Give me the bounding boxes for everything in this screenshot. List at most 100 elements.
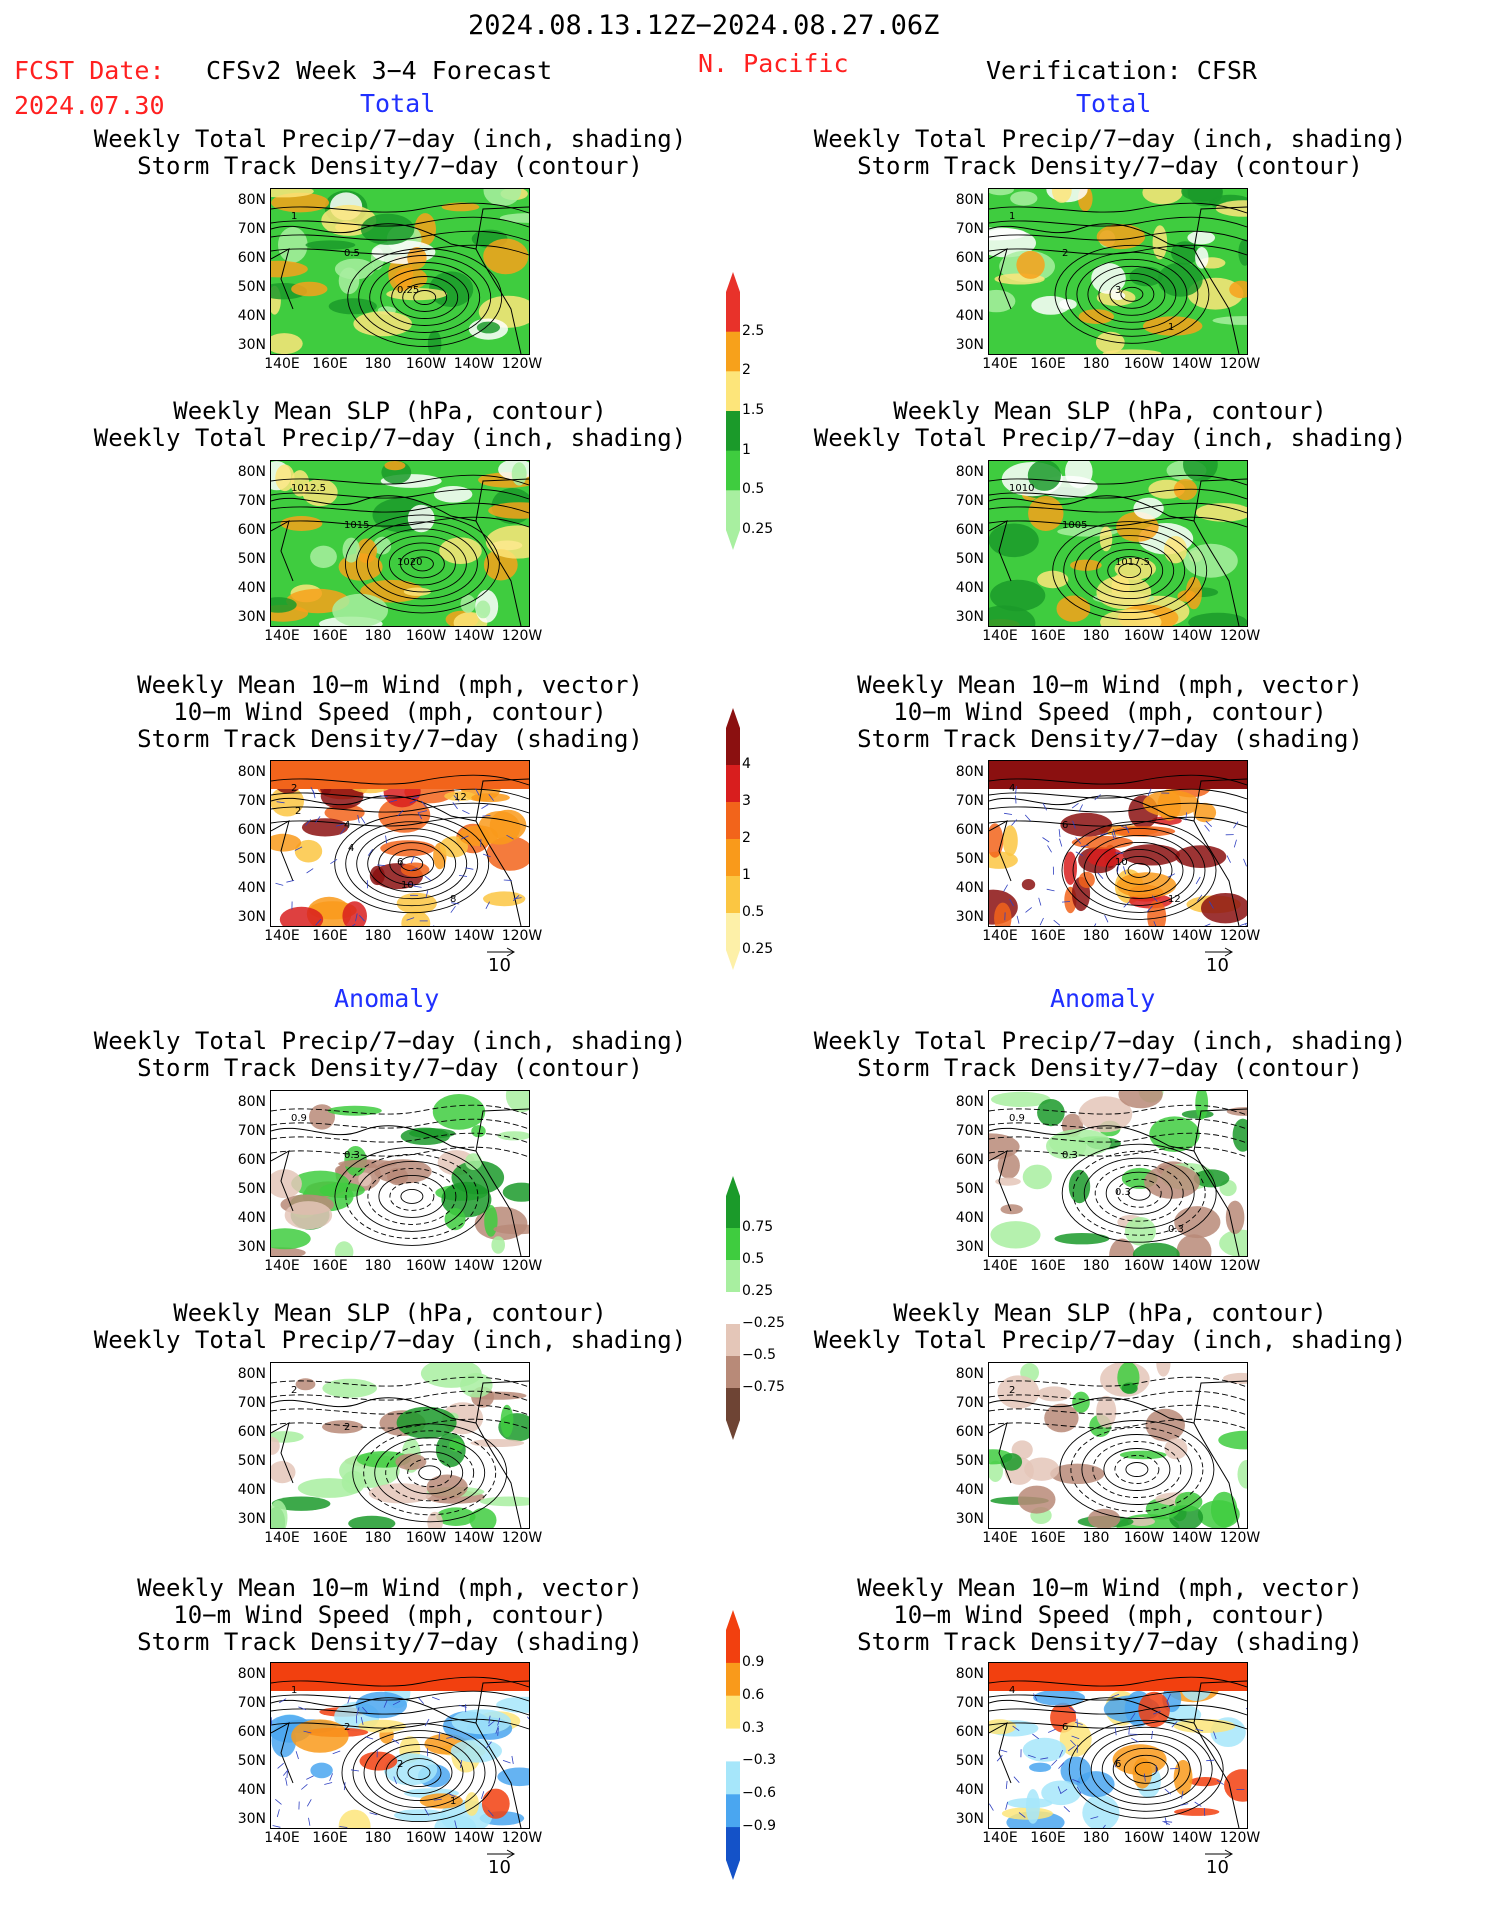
shading-patch [1219, 1229, 1247, 1256]
wind-vector [1164, 1788, 1172, 1795]
section-anomaly-left: Anomaly [334, 984, 440, 1013]
wind-vector [360, 816, 366, 824]
contour-line [1094, 841, 1184, 899]
lat-label: 70N [237, 1395, 266, 1411]
lon-label: 160E [312, 628, 348, 644]
shading-patch [1149, 1116, 1200, 1152]
wind-vector [433, 1798, 442, 1801]
contour-line [989, 1390, 1247, 1402]
wind-vector [315, 816, 321, 824]
shading-patch [989, 523, 1039, 558]
contour-label: 10 [401, 880, 414, 891]
contour-line [1114, 1455, 1160, 1484]
wind-vector [497, 1727, 499, 1736]
contour-line [989, 488, 1247, 500]
shading-patch [342, 901, 367, 926]
shading-patch [1238, 239, 1247, 266]
shading-patch [271, 1500, 288, 1528]
contour-line [271, 1146, 529, 1158]
colorbar-label: 1 [742, 441, 751, 458]
coastline [989, 1380, 1247, 1528]
lon-label: 140E [982, 1530, 1018, 1546]
wind-vector [330, 858, 338, 865]
contour-line [389, 849, 435, 879]
wind-vector [359, 915, 365, 922]
wind-vector [329, 1773, 333, 1781]
wind-vector [294, 846, 303, 851]
shading-patch [500, 1404, 514, 1438]
shading-patch [989, 189, 1014, 196]
colorbar-segment [726, 876, 740, 914]
contour-line [334, 1146, 490, 1246]
wind-vector [465, 867, 474, 870]
colorbar-label: 0.25 [742, 521, 774, 537]
wind-vector [1233, 839, 1237, 848]
wind-vector [495, 1725, 499, 1734]
contour-line [1083, 834, 1195, 906]
wind-vector [357, 814, 360, 823]
wind-vector [413, 885, 422, 888]
contour-line [356, 1160, 468, 1232]
shading-patch [338, 1809, 371, 1828]
shading-patch [990, 579, 1046, 612]
contour-line [1105, 1171, 1173, 1215]
contour-line [1068, 1719, 1224, 1819]
contour-line [358, 255, 492, 340]
lat-label: 60N [237, 822, 266, 838]
contour-line [1061, 1143, 1217, 1243]
lon-label: 160E [1030, 628, 1066, 644]
contour-line [1094, 1164, 1184, 1222]
lat-label: 50N [237, 1181, 266, 1197]
lat-label: 70N [955, 493, 984, 509]
lon-label: 140E [982, 628, 1018, 644]
shading-patch [1049, 1129, 1111, 1157]
wind-vector [453, 795, 460, 802]
shading-band [271, 1663, 529, 1691]
shading-patch [989, 1133, 1020, 1160]
shading-patch [471, 1125, 486, 1138]
shading-patch [450, 1739, 502, 1763]
contour-line [989, 1418, 1247, 1430]
lon-label: 180 [1082, 628, 1110, 644]
contour-line [989, 816, 1247, 828]
shading-patch [1193, 1169, 1230, 1188]
shading-patch [1000, 1204, 1023, 1215]
shading-patch [994, 902, 1012, 926]
wind-vector [1015, 785, 1017, 794]
lat-label: 60N [237, 522, 266, 538]
lat-label: 70N [955, 1695, 984, 1711]
contour-label: 2 [344, 1722, 350, 1733]
lon-label: 160W [405, 928, 447, 944]
lon-label: 180 [364, 928, 392, 944]
colorbar-segment [726, 1324, 740, 1357]
wind-vector [1012, 1725, 1020, 1732]
wind-vector [460, 835, 469, 840]
wind-vector [369, 1812, 378, 1816]
wind-vector [487, 1810, 494, 1817]
wind-vector [438, 1731, 440, 1740]
colorbar-segment [726, 728, 740, 766]
colorbar-label: 0.75 [742, 1219, 774, 1235]
section-total-left: Total [360, 89, 436, 118]
wind-vector [1003, 884, 1008, 892]
shading-patch [327, 1105, 382, 1116]
wind-vector [360, 1717, 364, 1725]
contour-line [1118, 563, 1142, 579]
lat-label: 60N [955, 250, 984, 266]
wind-vector [1059, 838, 1063, 847]
colorbar-segment [726, 1388, 740, 1421]
shading-patch [989, 289, 1016, 313]
contour-line [1081, 1434, 1193, 1505]
p3-left-map: 2 4 6 8 2 4 10 12 [270, 760, 530, 927]
wind-vector [506, 834, 514, 840]
colorbar-segment [726, 1196, 740, 1229]
wind-vector [351, 923, 356, 926]
wind-vector [1208, 901, 1214, 909]
lon-label: 140E [264, 928, 300, 944]
lon-label: 160W [1123, 1258, 1165, 1274]
shading-patch [1144, 1164, 1200, 1199]
p4-right-map: 0.9 0.3 0.3 0.3 [988, 1090, 1248, 1257]
lon-label: 140E [982, 356, 1018, 372]
vector-reference: 10 [488, 1857, 511, 1878]
contour-line [396, 1758, 442, 1788]
